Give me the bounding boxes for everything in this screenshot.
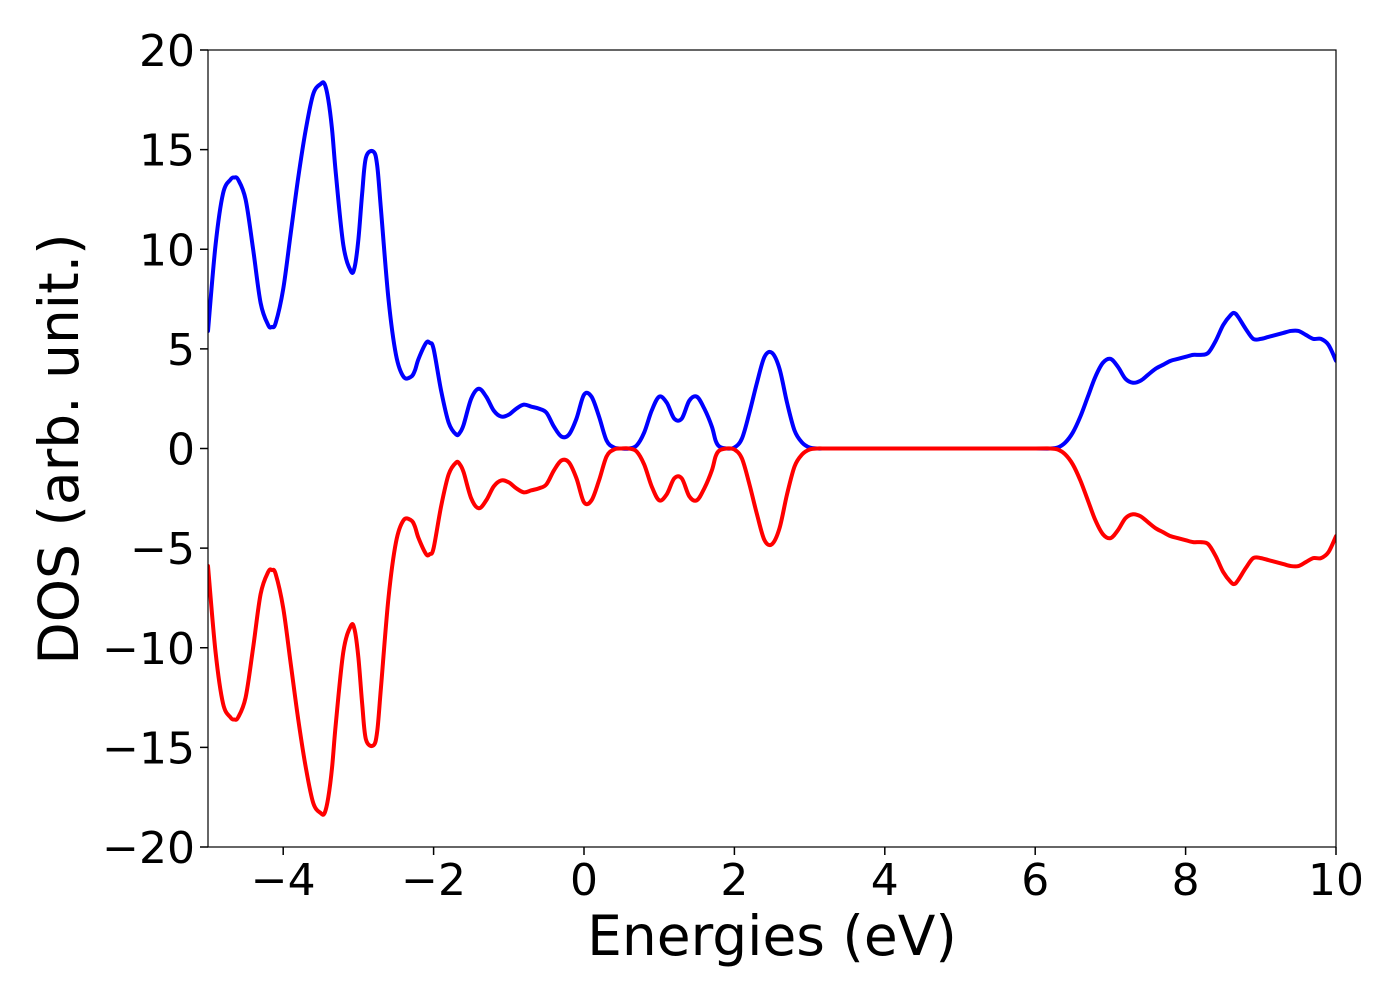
x-tick-label: 8 [1172, 855, 1200, 906]
x-tick-label: 2 [720, 855, 748, 906]
x-axis: −4 −2 0 2 4 6 8 10 [251, 847, 1364, 906]
y-tick-label: −10 [102, 624, 195, 675]
y-tick-label: −20 [102, 823, 195, 874]
x-tick-label: 10 [1308, 855, 1364, 906]
x-tick-label: 6 [1021, 855, 1049, 906]
x-tick-label: 0 [570, 855, 598, 906]
x-tick-label: −4 [251, 855, 316, 906]
series-line-1 [208, 80, 1336, 451]
y-tick-label: 20 [139, 26, 195, 77]
series-layer [208, 80, 1336, 817]
y-tick-label: −15 [102, 723, 195, 774]
y-tick-label: −5 [130, 524, 195, 575]
x-tick-label: −2 [401, 855, 466, 906]
series-line-2 [208, 446, 1336, 817]
y-tick-label: 0 [167, 425, 195, 476]
x-axis-label: Energies (eV) [587, 904, 957, 968]
y-tick-label: 5 [167, 325, 195, 376]
y-tick-label: 10 [139, 225, 195, 276]
x-tick-label: 4 [871, 855, 899, 906]
y-tick-label: 15 [139, 126, 195, 177]
y-axis: −20 −15 −10 −5 0 5 10 15 20 [102, 26, 208, 874]
y-axis-label: DOS (arb. unit.) [27, 233, 91, 664]
